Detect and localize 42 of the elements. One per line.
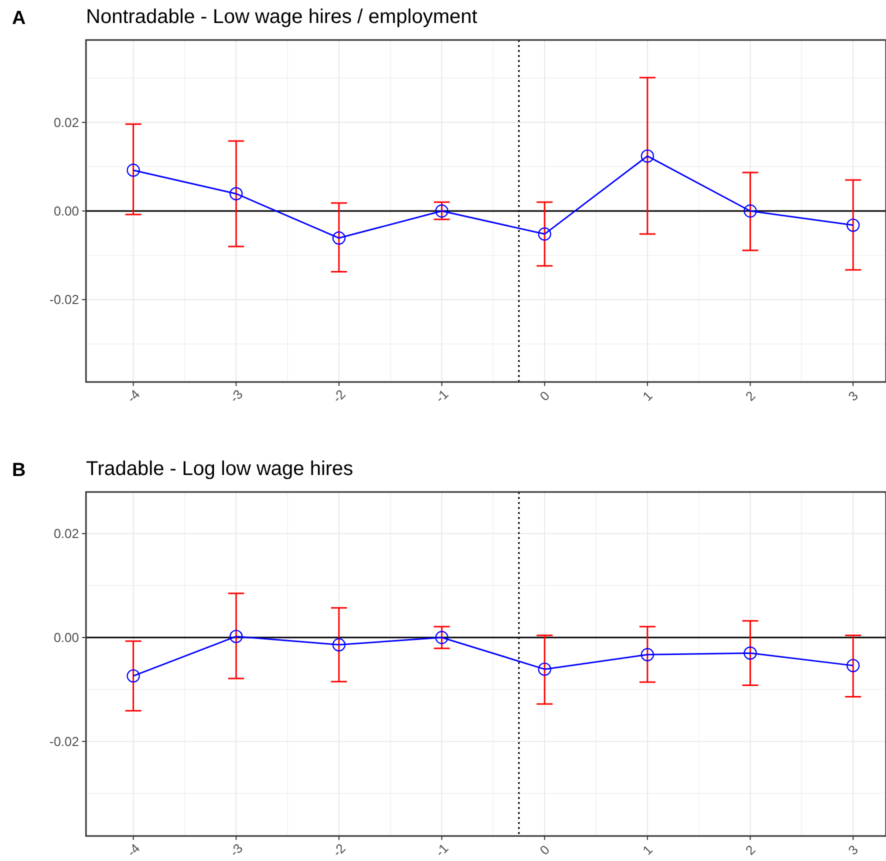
point [538, 662, 552, 676]
text: A [12, 8, 26, 29]
x-tick-label: -1 [432, 840, 452, 860]
point [435, 204, 448, 218]
x-tick-label: -2 [330, 840, 348, 860]
y-tick-label: 0.00 [54, 204, 79, 219]
x-tick-label: 0 [536, 842, 553, 858]
x-tick-label: -2 [330, 386, 348, 406]
x-tick-label: 2 [742, 842, 758, 858]
point [126, 669, 140, 683]
text: B [12, 460, 26, 481]
point [846, 658, 860, 672]
point [230, 187, 243, 200]
x-tick-label: 0 [536, 388, 553, 404]
y-tick-label: -0.02 [49, 292, 79, 308]
x-tick-label: 2 [742, 388, 758, 404]
y-tick-label: 0.02 [54, 114, 79, 130]
point [435, 630, 448, 644]
point [640, 149, 654, 163]
x-tick-label: -1 [432, 386, 452, 406]
x-tick-label: 3 [845, 388, 861, 404]
x-tick-label: -4 [124, 386, 143, 406]
x-tick-label: 3 [845, 842, 861, 858]
point [744, 646, 757, 660]
x-tick-label: -4 [124, 840, 143, 860]
y-tick-label: 0.02 [54, 526, 79, 542]
x-tick-label: -3 [226, 386, 246, 406]
y-tick-label: -0.02 [49, 734, 79, 749]
point [230, 630, 243, 644]
point [332, 231, 346, 245]
x-tick-label: 1 [640, 842, 656, 858]
point [744, 204, 757, 218]
point [126, 164, 140, 177]
point [538, 227, 552, 241]
chart-title: Nontradable - Low wage hires / employment [86, 6, 478, 28]
x-tick-label: 1 [640, 388, 656, 404]
y-tick-label: 0.00 [54, 630, 79, 646]
point [640, 648, 654, 662]
x-tick-label: -3 [226, 840, 246, 860]
chart-title: Tradable - Log low wage hires [86, 458, 354, 480]
point [846, 218, 860, 232]
point [332, 638, 346, 652]
